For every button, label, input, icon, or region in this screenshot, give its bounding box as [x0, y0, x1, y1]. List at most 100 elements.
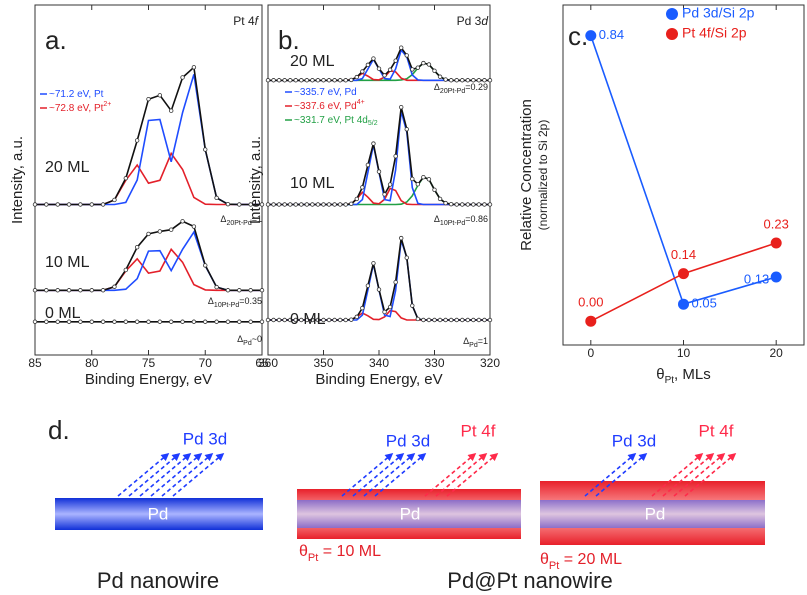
delta-label: ΔPd~0	[237, 334, 262, 347]
data-point	[476, 78, 482, 83]
data-point	[203, 263, 208, 268]
emission-arrow	[651, 452, 704, 497]
delta-sub: 20Pt-Pd	[440, 88, 465, 95]
data-label: 0.23	[764, 216, 789, 231]
data-point	[293, 317, 298, 323]
y-axis-label: Intensity, a.u.	[9, 136, 26, 224]
data-point	[376, 66, 382, 71]
data-point	[399, 104, 404, 110]
legend-sub: 5/2	[368, 120, 378, 127]
data-point	[585, 30, 597, 42]
x-tick-label: 75	[142, 356, 156, 370]
data-point	[426, 177, 432, 182]
title-italic: d	[481, 14, 488, 28]
caption: Pd nanowire	[97, 568, 219, 593]
x-axis-label: Binding Energy, eV	[315, 371, 442, 388]
panel-label: b.	[278, 25, 300, 55]
coverage-text: = 20 ML	[559, 551, 622, 568]
data-label: 0.14	[671, 247, 696, 262]
data-point	[123, 319, 128, 324]
delta-label: ΔPd=1	[463, 336, 488, 349]
data-point	[265, 202, 271, 207]
data-point	[276, 78, 282, 83]
data-point	[191, 65, 197, 70]
data-point	[180, 319, 185, 324]
data-point	[437, 196, 443, 202]
data-point	[371, 56, 376, 61]
data-point	[393, 280, 398, 285]
spectrum-label: 10 ML	[290, 175, 335, 192]
data-point	[225, 288, 231, 293]
delta-label: Δ10Pt-Pd=0.35	[208, 296, 262, 309]
data-point	[410, 67, 415, 72]
data-point	[299, 317, 304, 323]
legend-sup: 4+	[357, 99, 365, 106]
data-point	[460, 202, 465, 207]
delta-text: =0.86	[465, 214, 488, 224]
x-label-symbol: θ	[656, 366, 664, 383]
data-label: 0.05	[692, 296, 717, 311]
data-point	[191, 224, 197, 229]
data-point	[360, 69, 365, 74]
data-point	[399, 45, 404, 50]
data-point	[437, 74, 443, 79]
nanowire-core	[540, 500, 765, 528]
data-point	[421, 174, 426, 180]
data-point	[476, 317, 482, 323]
signal-label: Pd 3d	[183, 429, 227, 448]
data-point	[404, 53, 409, 58]
data-point	[410, 303, 415, 308]
coverage-label: θPt = 10 ML	[299, 543, 381, 564]
caption: Pd@Pt nanowire	[447, 568, 612, 593]
delta-text: =1	[252, 214, 262, 224]
data-point	[134, 138, 140, 143]
x-tick-label: 80	[85, 356, 99, 370]
data-point	[471, 317, 476, 323]
data-point	[376, 287, 382, 292]
data-point	[426, 62, 432, 67]
panel-label: a.	[45, 25, 67, 55]
data-point	[310, 317, 315, 323]
data-point	[214, 319, 219, 324]
data-point	[44, 288, 49, 293]
data-point	[465, 317, 470, 323]
x-tick-label: 320	[480, 356, 500, 370]
data-point	[288, 202, 293, 207]
data-point	[265, 317, 271, 323]
delta-text: ~0	[252, 334, 262, 344]
legend-label: ~72.8 eV, Pt2+	[49, 101, 111, 113]
panel-label: d.	[48, 415, 70, 445]
data-point	[349, 317, 354, 322]
data-point	[44, 202, 49, 207]
emission-arrow	[446, 452, 499, 497]
emission-arrow	[684, 452, 737, 497]
legend-text: ~72.8 eV, Pt	[49, 103, 104, 114]
data-point	[387, 182, 393, 187]
data-point	[337, 78, 343, 83]
data-point	[382, 192, 387, 197]
data-point	[371, 261, 376, 266]
data-point	[180, 75, 185, 80]
data-point	[168, 227, 174, 232]
signal-label: Pd 3d	[612, 431, 656, 450]
plots: 85 80 75 70 65 a. Pt 4f Intensity, a.u. Binding …	[9, 4, 805, 388]
data-point	[112, 197, 117, 203]
data-point	[326, 317, 332, 323]
data-point	[310, 78, 315, 83]
data-point	[214, 284, 219, 290]
wire-core-label: Pd	[400, 504, 421, 523]
legend-label: ~337.6 eV, Pd4+	[294, 99, 365, 111]
data-point	[282, 202, 287, 207]
fit-component	[268, 239, 490, 321]
x-tick-label: 330	[424, 356, 444, 370]
coverage-symbol: θ	[299, 543, 308, 560]
data-point	[225, 319, 231, 324]
data-point	[66, 319, 72, 324]
data-point	[326, 78, 332, 83]
data-point	[393, 153, 398, 159]
data-point	[415, 65, 421, 70]
data-point	[276, 317, 282, 323]
data-point	[259, 202, 265, 207]
x-tick-label: 10	[677, 346, 691, 360]
title-italic: f	[255, 14, 260, 28]
